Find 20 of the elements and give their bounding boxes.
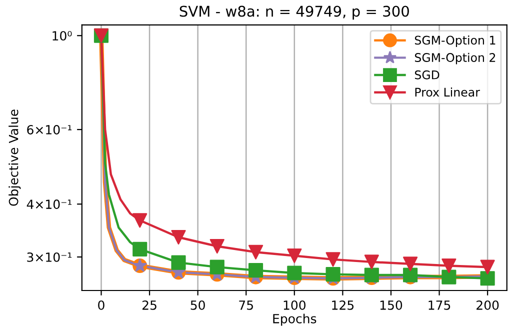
y-tick-label: 10⁰	[52, 31, 72, 41]
x-tick-label: 100	[284, 300, 306, 310]
x-tick-label: 25	[142, 300, 156, 310]
x-tick-label: 175	[428, 300, 450, 310]
legend-label: SGM-Option 2	[414, 52, 496, 64]
y-axis-title: Objective Value	[8, 110, 21, 206]
x-tick-label: 50	[190, 300, 205, 310]
x-tick-label: 75	[239, 300, 253, 310]
y-tick-label: 6×10⁻¹	[27, 125, 72, 134]
legend-label: SGM-Option 1	[414, 36, 496, 47]
x-tick-label: 125	[332, 300, 354, 310]
x-tick-label: 150	[380, 300, 402, 310]
chart-title: SVM - w8a: n = 49749, p = 300	[180, 6, 409, 20]
y-tick-label: 3×10⁻¹	[27, 252, 72, 262]
x-axis-title: Epochs	[273, 314, 316, 326]
legend-label: Prox Linear	[415, 88, 480, 97]
x-tick-label: 0	[98, 300, 104, 310]
y-tick-label: 4×10⁻¹	[26, 200, 72, 210]
legend-label: SGD	[414, 70, 440, 80]
x-tick-label: 200	[476, 300, 499, 310]
